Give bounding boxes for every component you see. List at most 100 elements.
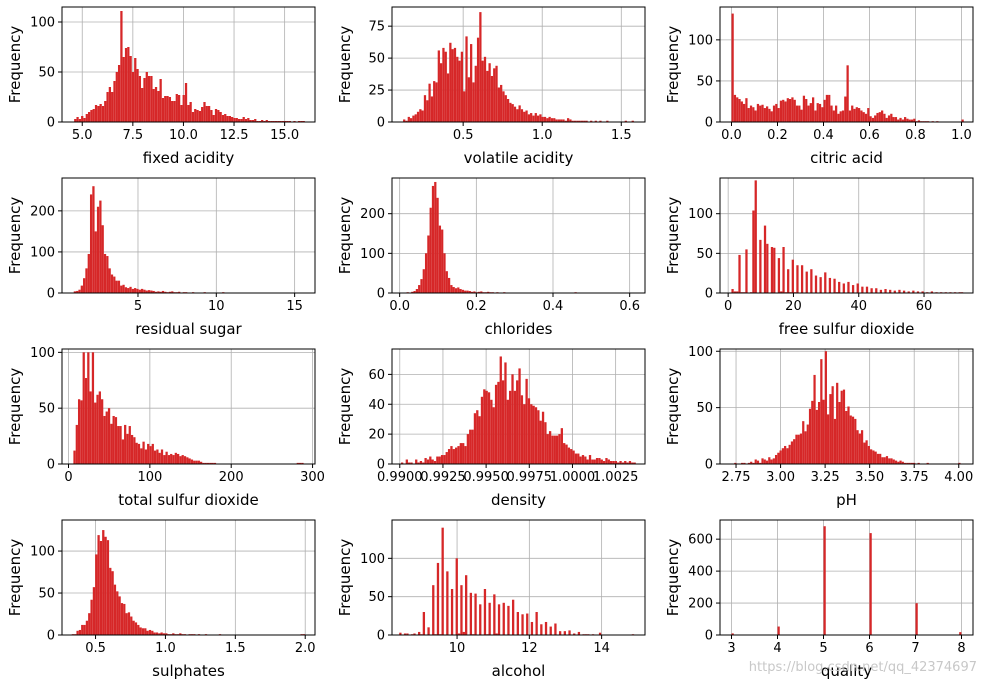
x-tick-label: 1.0 bbox=[532, 128, 553, 143]
axes-frame bbox=[391, 348, 646, 465]
x-tick-label: 0.4 bbox=[813, 128, 834, 143]
histogram-bar bbox=[172, 455, 175, 464]
histogram-bar bbox=[161, 98, 165, 122]
y-axis-label: Frequency bbox=[6, 539, 24, 617]
histogram-bar bbox=[76, 117, 79, 122]
histogram-bar bbox=[88, 613, 91, 635]
histogram-bar bbox=[471, 429, 474, 464]
histogram-bar bbox=[553, 118, 556, 122]
histogram-bar bbox=[467, 77, 470, 122]
histogram-bar bbox=[878, 112, 881, 122]
x-tick-label: 0.6 bbox=[619, 299, 640, 314]
histogram-bar bbox=[511, 104, 514, 122]
histogram-bar bbox=[142, 441, 145, 464]
histogram-bar bbox=[775, 103, 778, 122]
histogram-bar bbox=[492, 407, 495, 464]
histogram-bar bbox=[860, 430, 864, 464]
histogram-bar bbox=[756, 460, 760, 464]
histogram-bar bbox=[117, 65, 121, 122]
histogram-bar bbox=[899, 117, 902, 122]
histogram-bar bbox=[520, 109, 524, 122]
histogram-bar bbox=[832, 110, 835, 122]
histogram-bar bbox=[485, 390, 488, 464]
histogram-bar bbox=[912, 290, 915, 293]
histogram-bar bbox=[527, 114, 530, 122]
histogram-bar bbox=[759, 462, 762, 464]
histogram-bar bbox=[89, 194, 93, 293]
histogram-bar bbox=[841, 110, 845, 122]
histogram-bar bbox=[815, 409, 818, 464]
histogram-bar bbox=[560, 119, 563, 122]
histogram-bar bbox=[795, 434, 798, 464]
axes-frame bbox=[61, 177, 316, 294]
y-tick-label: 200 bbox=[30, 204, 55, 219]
histogram-bar bbox=[101, 399, 104, 464]
histogram-panel: 2.75 3.00 3.25 3.50 3.75 4.00 0 50 100 pH Frequenc… bbox=[664, 345, 974, 509]
y-tick-label: 0 bbox=[47, 458, 55, 473]
histogram-bar bbox=[472, 82, 475, 122]
y-axis-label: Frequency bbox=[6, 197, 24, 275]
histogram-bar bbox=[464, 290, 467, 293]
histogram-bar bbox=[840, 390, 843, 464]
histogram-bar bbox=[578, 120, 581, 122]
histogram-bar bbox=[131, 288, 134, 293]
histogram-bar bbox=[140, 448, 143, 464]
histogram-bar bbox=[901, 461, 904, 464]
axes-frame bbox=[391, 6, 646, 123]
histogram-bar bbox=[114, 417, 118, 464]
y-axis-label: Frequency bbox=[336, 368, 354, 446]
histogram-bar bbox=[731, 289, 734, 293]
x-tick-label: 0.9975 bbox=[507, 470, 553, 485]
histogram-bar bbox=[871, 117, 875, 122]
x-tick-label: 5 bbox=[819, 641, 827, 656]
x-tick-label: 3.25 bbox=[811, 470, 840, 485]
histogram-bar bbox=[594, 120, 597, 122]
histogram-bar bbox=[809, 103, 812, 122]
histogram-bar bbox=[478, 416, 481, 464]
histogram-bar bbox=[176, 453, 180, 464]
histogram-bar bbox=[435, 82, 438, 122]
histogram-bar bbox=[147, 443, 150, 464]
histogram-bar bbox=[787, 269, 790, 293]
histogram-bar bbox=[436, 562, 440, 635]
histogram-bar bbox=[151, 443, 154, 464]
histogram-bar bbox=[450, 446, 453, 464]
histogram-bar bbox=[790, 441, 794, 464]
histogram-bar bbox=[806, 424, 809, 464]
histogram-bar bbox=[959, 632, 962, 636]
histogram-bar bbox=[887, 115, 891, 122]
histogram-bar bbox=[420, 279, 423, 293]
histogram-bar bbox=[961, 119, 964, 122]
histogram-bar bbox=[451, 49, 454, 122]
histogram-bar bbox=[429, 207, 432, 293]
x-tick-label: 2.0 bbox=[295, 641, 316, 656]
histogram-bar bbox=[117, 426, 120, 464]
histogram-bar bbox=[894, 117, 898, 122]
x-axis-label: chlorides bbox=[485, 320, 553, 338]
histogram-bar bbox=[856, 283, 859, 293]
histogram-bar bbox=[116, 591, 119, 635]
histogram-bar bbox=[110, 423, 113, 464]
histogram-bar bbox=[750, 461, 753, 464]
histogram-bar bbox=[242, 117, 245, 122]
histogram-bar bbox=[226, 116, 229, 122]
histogram-bar bbox=[204, 462, 207, 464]
histogram-bar bbox=[94, 231, 97, 293]
histogram-bar bbox=[196, 110, 199, 122]
y-tick-label: 0 bbox=[47, 116, 55, 131]
histogram-bar bbox=[825, 94, 829, 122]
histogram-bar bbox=[558, 631, 562, 635]
histogram-bar bbox=[846, 65, 849, 122]
histogram-bar bbox=[546, 118, 549, 122]
histogram-bar bbox=[493, 594, 496, 635]
histogram-bar bbox=[413, 633, 416, 635]
histogram-bar bbox=[761, 104, 764, 122]
histogram-bar bbox=[403, 119, 406, 122]
histogram-bar bbox=[152, 89, 155, 122]
histogram-bar bbox=[83, 624, 86, 635]
histogram-bar bbox=[823, 99, 826, 122]
histogram-bar bbox=[296, 462, 299, 464]
histogram-bar bbox=[495, 65, 498, 122]
histogram-bar bbox=[530, 621, 534, 635]
histogram-bar bbox=[139, 627, 142, 635]
